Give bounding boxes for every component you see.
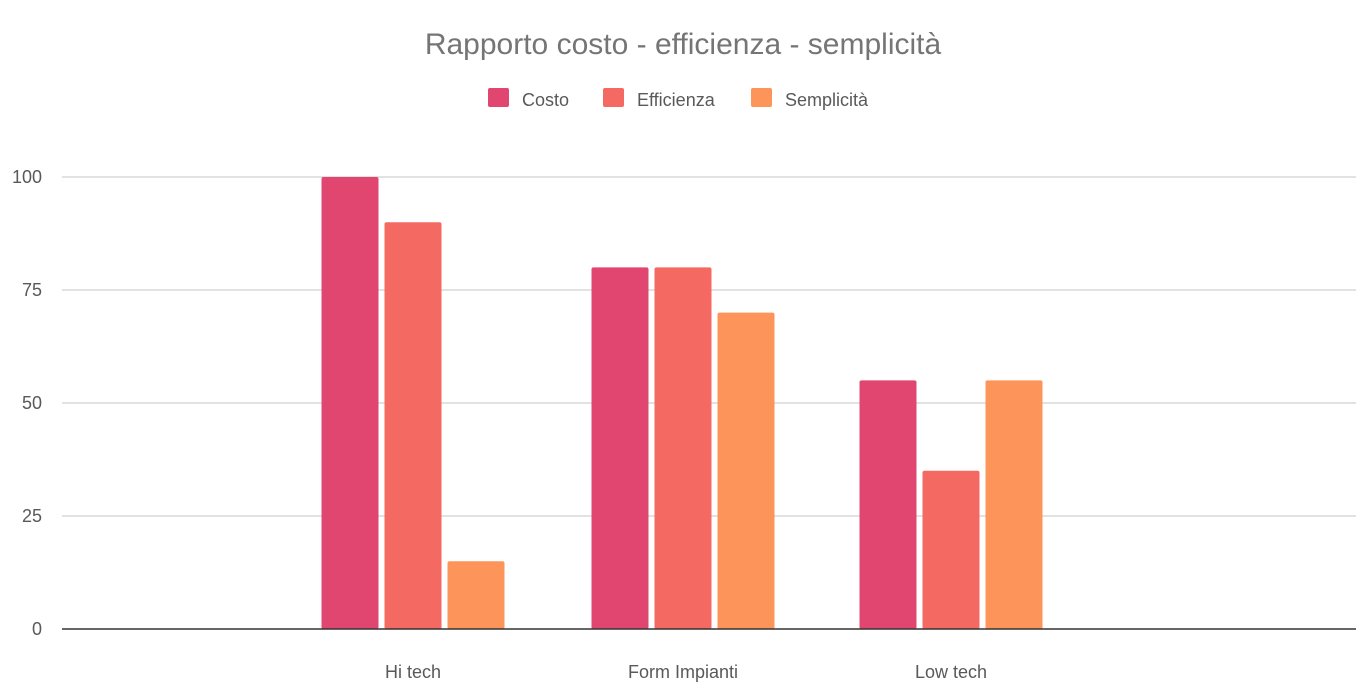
y-tick-label: 25: [22, 506, 42, 526]
legend-label-costo: Costo: [522, 90, 569, 110]
y-tick-label: 50: [22, 393, 42, 413]
bar-semplicit-form-impianti: [717, 312, 775, 629]
bar-costo-hi-tech: [321, 177, 379, 629]
x-category-label: Hi tech: [385, 662, 441, 682]
chart-bars: [321, 177, 1043, 629]
legend-label-semplicita: Semplicità: [785, 90, 869, 110]
legend-label-efficienza: Efficienza: [637, 90, 716, 110]
bar-semplicit-hi-tech: [447, 561, 505, 629]
bar-semplicit-low-tech: [985, 380, 1043, 629]
bar-efficienza-hi-tech: [384, 222, 442, 629]
chart-title: Rapporto costo - efficienza - semplicità: [425, 28, 942, 61]
x-axis-category-labels: Hi tech Form Impianti Low tech: [385, 662, 987, 682]
y-tick-label: 0: [32, 619, 42, 639]
bar-efficienza-form-impianti: [654, 267, 712, 629]
y-tick-label: 75: [22, 280, 42, 300]
bar-costo-low-tech: [859, 380, 917, 629]
legend-swatch-semplicita: [751, 88, 772, 107]
legend-swatch-efficienza: [603, 88, 624, 107]
y-axis-tick-labels: 0 25 50 75 100: [12, 167, 42, 639]
x-category-label: Low tech: [915, 662, 987, 682]
bar-costo-form-impianti: [591, 267, 649, 629]
bar-efficienza-low-tech: [922, 470, 980, 629]
chart-legend: Costo Efficienza Semplicità: [488, 88, 869, 110]
legend-swatch-costo: [488, 88, 509, 107]
y-tick-label: 100: [12, 167, 42, 187]
x-category-label: Form Impianti: [628, 662, 738, 682]
